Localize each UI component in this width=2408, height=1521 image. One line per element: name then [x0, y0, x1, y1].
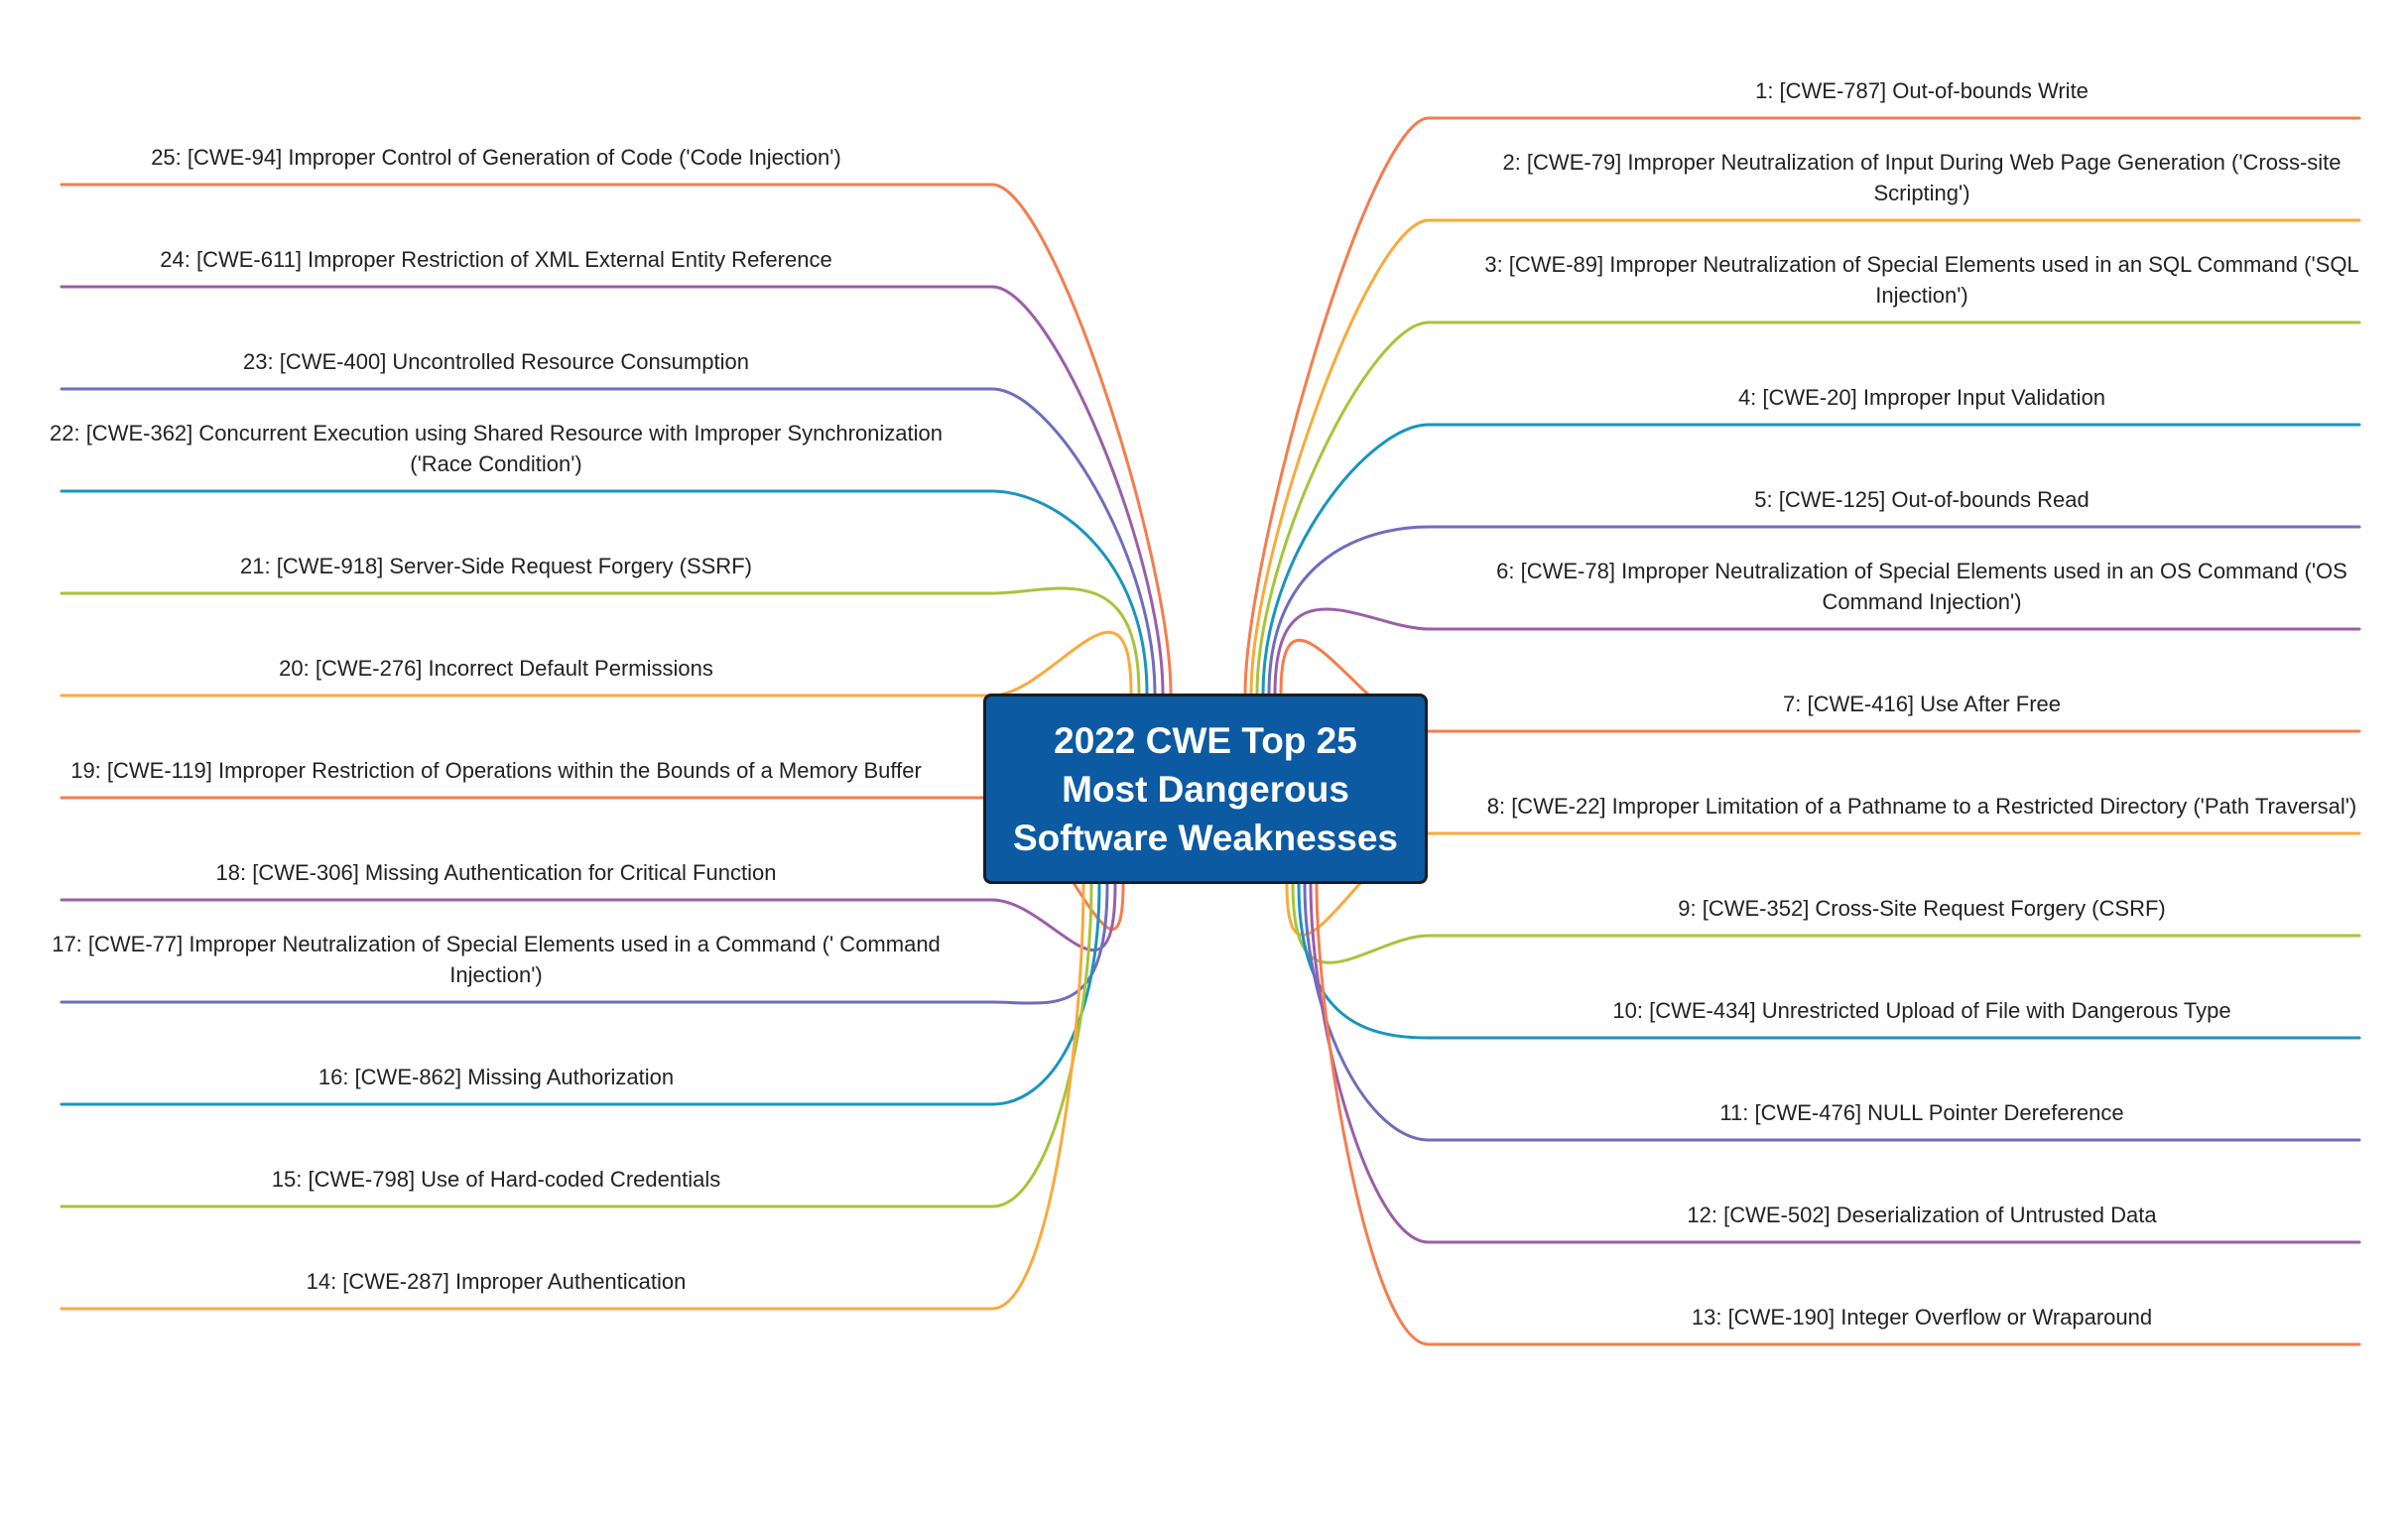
- connector-18: [60, 882, 1117, 952]
- connector-5: [1267, 525, 2361, 696]
- connector-2: [1249, 218, 2361, 696]
- connector-22: [60, 489, 1149, 696]
- connector-14: [60, 882, 1085, 1311]
- branch-label-3[interactable]: 3: [CWE-89] Improper Neutralization of S…: [1484, 252, 2359, 308]
- connector-6: [1273, 607, 2361, 696]
- connector-24: [60, 285, 1165, 696]
- connector-4: [1261, 423, 2361, 696]
- connector-13: [1315, 882, 2361, 1346]
- connector-23: [60, 387, 1157, 696]
- branch-label-11[interactable]: 11: [CWE-476] NULL Pointer Dereference: [1719, 1100, 2124, 1125]
- branch-label-15[interactable]: 15: [CWE-798] Use of Hard-coded Credenti…: [271, 1167, 721, 1192]
- connector-25: [60, 183, 1173, 696]
- branch-label-1[interactable]: 1: [CWE-787] Out-of-bounds Write: [1755, 78, 2089, 103]
- branch-label-24[interactable]: 24: [CWE-611] Improper Restriction of XM…: [160, 247, 832, 272]
- branch-label-14[interactable]: 14: [CWE-287] Improper Authentication: [306, 1269, 687, 1294]
- branch-label-16[interactable]: 16: [CWE-862] Missing Authorization: [317, 1065, 675, 1089]
- connector-20: [60, 630, 1133, 697]
- branch-label-6[interactable]: 6: [CWE-78] Improper Neutralization of S…: [1496, 559, 2347, 614]
- branch-label-23[interactable]: 23: [CWE-400] Uncontrolled Resource Cons…: [243, 349, 749, 374]
- branch-label-12[interactable]: 12: [CWE-502] Deserialization of Untrust…: [1687, 1203, 2157, 1227]
- branch-connectors: [60, 116, 2361, 1346]
- branch-label-5[interactable]: 5: [CWE-125] Out-of-bounds Read: [1754, 487, 2090, 512]
- branch-label-25[interactable]: 25: [CWE-94] Improper Control of Generat…: [151, 145, 841, 170]
- connector-9: [1291, 882, 2361, 964]
- connector-11: [1303, 882, 2361, 1142]
- connector-10: [1297, 882, 2361, 1040]
- branch-label-10[interactable]: 10: [CWE-434] Unrestricted Upload of Fil…: [1612, 998, 2231, 1023]
- branch-label-20[interactable]: 20: [CWE-276] Incorrect Default Permissi…: [279, 656, 713, 681]
- branch-label-4[interactable]: 4: [CWE-20] Improper Input Validation: [1737, 385, 2106, 410]
- connector-12: [1309, 882, 2361, 1244]
- connector-3: [1255, 320, 2361, 696]
- connector-16: [60, 882, 1101, 1106]
- branch-label-9[interactable]: 9: [CWE-352] Cross-Site Request Forgery …: [1678, 896, 2166, 921]
- branch-label-18[interactable]: 18: [CWE-306] Missing Authentication for…: [215, 860, 777, 885]
- branch-label-19[interactable]: 19: [CWE-119] Improper Restriction of Op…: [70, 758, 922, 783]
- connector-17: [60, 882, 1109, 1005]
- connector-15: [60, 882, 1093, 1208]
- central-topic[interactable]: 2022 CWE Top 25 Most Dangerous Software …: [983, 694, 1428, 884]
- branch-label-13[interactable]: 13: [CWE-190] Integer Overflow or Wrapar…: [1691, 1305, 2153, 1330]
- branch-label-17[interactable]: 17: [CWE-77] Improper Neutralization of …: [52, 932, 941, 987]
- branch-label-8[interactable]: 8: [CWE-22] Improper Limitation of a Pat…: [1486, 794, 2357, 819]
- branch-label-21[interactable]: 21: [CWE-918] Server-Side Request Forger…: [240, 554, 752, 578]
- branch-label-22[interactable]: 22: [CWE-362] Concurrent Execution using…: [50, 421, 944, 476]
- branch-label-7[interactable]: 7: [CWE-416] Use After Free: [1783, 692, 2061, 716]
- connector-21: [60, 586, 1141, 696]
- central-topic-title: 2022 CWE Top 25 Most Dangerous Software …: [1012, 719, 1398, 858]
- connector-1: [1243, 116, 2361, 696]
- branch-label-2[interactable]: 2: [CWE-79] Improper Neutralization of I…: [1502, 150, 2342, 205]
